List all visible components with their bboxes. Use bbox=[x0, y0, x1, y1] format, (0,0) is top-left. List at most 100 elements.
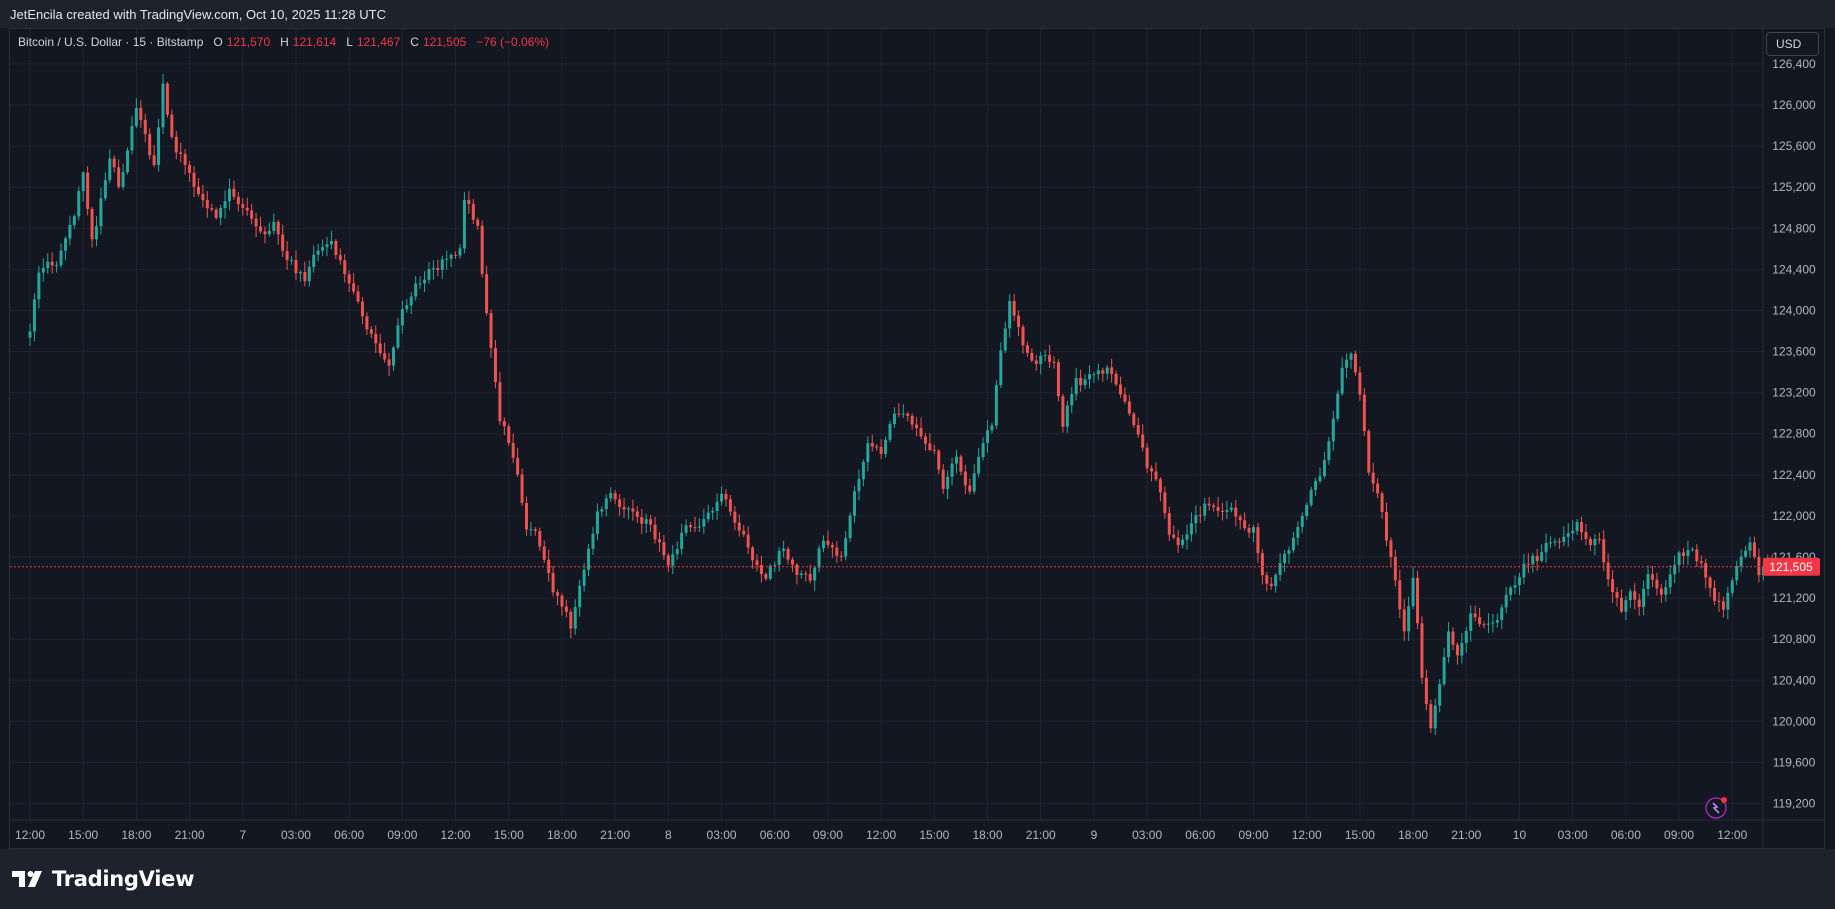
candle bbox=[1136, 417, 1140, 438]
candle bbox=[1283, 549, 1287, 572]
candle bbox=[1034, 354, 1038, 371]
candle bbox=[1003, 321, 1007, 353]
candle bbox=[1682, 548, 1686, 565]
candle bbox=[556, 589, 560, 606]
candle-body bbox=[1212, 505, 1216, 507]
currency-button[interactable]: USD bbox=[1766, 32, 1819, 56]
candle-body bbox=[1207, 503, 1211, 506]
chart-frame[interactable] bbox=[9, 28, 1825, 849]
time-axis[interactable]: 12:00 15:00 18:00 21:00 7 03:00 06:00 09:00 12:0… bbox=[15, 828, 1748, 842]
candle bbox=[782, 540, 786, 558]
candle bbox=[1061, 393, 1065, 433]
candle-body bbox=[1642, 588, 1646, 608]
candle bbox=[1314, 477, 1318, 496]
candle-body bbox=[777, 550, 781, 565]
candle bbox=[436, 259, 440, 277]
candle-body bbox=[649, 519, 653, 525]
candle-body bbox=[1158, 479, 1162, 493]
candle-body bbox=[325, 244, 329, 248]
x-tick-label: 12:00 bbox=[1292, 828, 1322, 842]
candle-body bbox=[121, 172, 125, 187]
candle-body bbox=[1717, 600, 1721, 602]
candle bbox=[480, 220, 484, 278]
candle-body bbox=[888, 424, 892, 440]
price-axis[interactable]: 119,200 119,600 120,000 120,400 120,800 121,2… bbox=[1772, 57, 1816, 811]
tradingview-logo[interactable]: TradingView bbox=[12, 866, 194, 892]
candle bbox=[245, 197, 249, 216]
x-tick-label: 15:00 bbox=[68, 828, 98, 842]
candle bbox=[1708, 575, 1712, 597]
candle bbox=[1265, 571, 1269, 592]
candle-body bbox=[1260, 553, 1264, 576]
candle-body bbox=[1478, 617, 1482, 625]
candle-body bbox=[356, 291, 360, 302]
candle bbox=[1340, 357, 1344, 396]
x-tick-label: 06:00 bbox=[334, 828, 364, 842]
candle-body bbox=[822, 540, 826, 549]
candle-body bbox=[1345, 359, 1349, 368]
candle-body bbox=[272, 221, 276, 231]
candle bbox=[352, 273, 356, 295]
candle bbox=[1305, 502, 1309, 520]
sparkle-icon[interactable] bbox=[1705, 797, 1727, 819]
candle bbox=[1602, 530, 1606, 571]
candle-body bbox=[640, 517, 644, 524]
x-tick-label: 8 bbox=[665, 828, 672, 842]
candle bbox=[844, 530, 848, 561]
candle bbox=[32, 293, 36, 342]
candle-body bbox=[1154, 471, 1158, 480]
candle-body bbox=[1172, 534, 1176, 538]
candle bbox=[866, 436, 870, 472]
candle-body bbox=[733, 511, 737, 523]
candle bbox=[1593, 534, 1597, 556]
candle-body bbox=[857, 479, 861, 492]
candle bbox=[236, 192, 240, 212]
candle-body bbox=[427, 269, 431, 280]
candle-body bbox=[1203, 503, 1207, 516]
candle bbox=[112, 155, 116, 173]
candle bbox=[1460, 633, 1464, 664]
x-tick-label: 03:00 bbox=[1558, 828, 1588, 842]
candle bbox=[600, 506, 604, 517]
candle bbox=[1256, 522, 1260, 563]
candle-body bbox=[1189, 523, 1193, 535]
candle bbox=[1278, 552, 1282, 582]
candle-body bbox=[1012, 301, 1016, 316]
candle-body bbox=[1447, 631, 1451, 658]
candle bbox=[1389, 537, 1393, 567]
candle bbox=[1752, 536, 1756, 559]
candle bbox=[1491, 613, 1495, 633]
candle-body bbox=[1353, 353, 1357, 373]
candle-body bbox=[1588, 538, 1592, 546]
candle bbox=[923, 433, 927, 451]
candle-body bbox=[1087, 374, 1091, 380]
candle bbox=[1336, 390, 1340, 422]
candle-body bbox=[1526, 563, 1530, 565]
candle bbox=[165, 81, 169, 118]
candle bbox=[1673, 555, 1677, 584]
candle bbox=[1482, 621, 1486, 629]
candle-body bbox=[622, 507, 626, 510]
candle bbox=[1181, 534, 1185, 549]
candle-body bbox=[1668, 574, 1672, 588]
candle-body bbox=[126, 150, 130, 173]
candle bbox=[1416, 570, 1420, 630]
candle-body bbox=[1580, 522, 1584, 533]
candle bbox=[1735, 560, 1739, 585]
candle-body bbox=[994, 385, 998, 426]
candle bbox=[1229, 502, 1233, 513]
symbol-name[interactable]: Bitcoin / U.S. Dollar · 15 · Bitstamp bbox=[18, 35, 204, 49]
candle-body bbox=[1495, 619, 1499, 623]
candle-body bbox=[1114, 373, 1118, 385]
x-tick-label: 18:00 bbox=[547, 828, 577, 842]
candle-body bbox=[1624, 600, 1628, 612]
candle-body bbox=[1597, 539, 1601, 541]
candle-body bbox=[458, 248, 462, 256]
candle bbox=[1433, 698, 1437, 736]
candle bbox=[134, 98, 138, 129]
chart-credit: JetEncila created with TradingView.com, … bbox=[10, 7, 386, 22]
candle-body bbox=[1540, 552, 1544, 561]
candle bbox=[1659, 583, 1663, 603]
